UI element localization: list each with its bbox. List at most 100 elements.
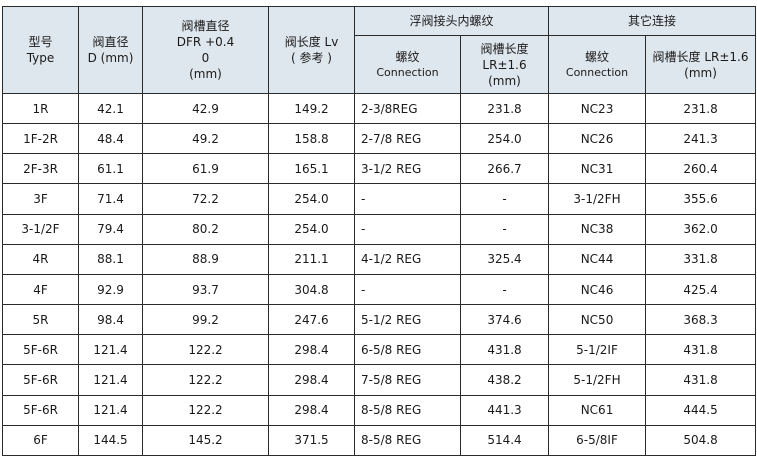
cell-other-connection: NC26 [548,123,647,155]
cell-type: 3F [2,183,79,215]
table-row: 1R 42.1 42.9 149.2 2-3/8REG 231.8 NC23 231.8 [2,92,757,125]
cell-float-connection: 8-5/8 REG [354,424,461,457]
header-diameter: 阀直径 D (mm) [78,6,143,94]
cell-groove-diameter: 88.9 [142,243,269,275]
cell-other-connection: NC46 [548,273,647,306]
table-row: 2F-3R 61.1 61.9 165.1 3-1/2 REG 266.7 NC31 260.… [2,153,757,185]
cell-groove-diameter: 93.7 [142,273,269,306]
cell-other-connection: 5-1/2IF [548,334,647,366]
cell-other-connection: NC23 [548,92,647,125]
cell-diameter: 121.4 [78,334,143,366]
cell-valve-length: 298.4 [268,364,355,396]
cell-diameter: 79.4 [78,213,143,245]
cell-type: 5F-6R [2,364,79,396]
cell-other-length: 425.4 [645,273,757,306]
cell-float-connection: - [354,183,461,215]
table-body: 1R 42.1 42.9 149.2 2-3/8REG 231.8 NC23 231.8 1F-… [2,92,757,457]
table-row: 4F 92.9 93.7 304.8- - NC46 425.4 [2,273,757,306]
cell-float-length: 438.2 [459,364,550,396]
cell-groove-diameter: 99.2 [142,304,269,336]
cell-diameter: 92.9 [78,273,143,306]
table-row: 3-1/2F 79.4 80.2 254.0- - NC38 362.0 [2,213,757,245]
cell-float-connection: 2-7/8 REG [354,123,461,155]
table-row: 6F 144.5 145.2 371.5 8-5/8 REG 514.4 6-5/8IF 50… [2,424,757,457]
cell-other-connection: NC61 [548,394,647,426]
cell-diameter: 88.1 [78,243,143,275]
cell-type: 3-1/2F [2,213,79,245]
cell-float-length: 231.8 [459,92,550,125]
cell-type: 1R [2,92,79,125]
cell-valve-length: 298.4 [268,394,355,426]
cell-valve-length: 304.8 [268,273,355,306]
cell-other-connection: NC38 [548,213,647,245]
cell-valve-length: 371.5 [268,424,355,457]
cell-float-connection: 7-5/8 REG [354,364,461,396]
cell-groove-diameter: 42.9 [142,92,269,125]
table-row: 5R 98.4 99.2 247.6 5-1/2 REG 374.6 NC50 368.3 [2,304,757,336]
cell-float-length: - [459,213,550,245]
header-other-group: 其它连接 [548,6,757,36]
header-float-length: 阀槽长度 LR±1.6 (mm) [459,35,550,94]
header-row-1: 型号 Type 阀直径 D (mm) 阀槽直径 DFR +0.4 0 (mm) … [2,6,757,94]
cell-other-length: 444.5 [645,394,757,426]
cell-diameter: 98.4 [78,304,143,336]
table-row: 4R 88.1 88.9 211.1 4-1/2 REG 325.4 NC44 331.8 [2,243,757,275]
table-row: 3F 71.4 72.2 254.0- -3-1/2FH 355.6 [2,183,757,215]
header-other-length: 阀槽长度 LR±1.6 (mm) [645,35,757,94]
cell-other-connection: NC50 [548,304,647,336]
header-groove-diameter: 阀槽直径 DFR +0.4 0 (mm) [142,6,269,94]
header-valve-length: 阀长度 Lv ( 参考 ) [268,6,355,94]
cell-diameter: 42.1 [78,92,143,125]
header-float-connection: 螺纹 Connection [354,35,461,94]
cell-type: 5F-6R [2,394,79,426]
header-other-connection: 螺纹 Connection [548,35,647,94]
cell-float-length: 325.4 [459,243,550,275]
cell-other-length: 241.3 [645,123,757,155]
cell-diameter: 121.4 [78,364,143,396]
cell-groove-diameter: 145.2 [142,424,269,457]
cell-valve-length: 254.0 [268,183,355,215]
cell-float-connection: 4-1/2 REG [354,243,461,275]
cell-float-length: 374.6 [459,304,550,336]
cell-other-length: 260.4 [645,153,757,185]
cell-float-connection: 3-1/2 REG [354,153,461,185]
header-float-group: 浮阀接头内螺纹 [353,6,550,36]
cell-type: 5F-6R [2,334,79,366]
cell-float-length: 431.8 [459,334,550,366]
header-row-2: 螺纹 Connection 阀槽长度 LR±1.6 (mm) 螺纹 Connec… [3,35,757,94]
cell-float-length: - [459,273,550,306]
cell-type: 4R [2,243,79,275]
table-row: 5F-6R 121.4 122.2 298.4 8-5/8 REG 441.3 NC61 44… [2,394,757,426]
cell-diameter: 61.1 [78,153,143,185]
cell-other-connection: NC44 [548,243,647,275]
cell-float-connection: 2-3/8REG [354,92,461,125]
cell-valve-length: 247.6 [268,304,355,336]
cell-type: 6F [2,424,79,457]
cell-float-connection: - [354,273,461,306]
cell-groove-diameter: 72.2 [142,183,269,215]
cell-groove-diameter: 122.2 [142,394,269,426]
table-row: 5F-6R 121.4 122.2 298.4 6-5/8 REG 431.8 5-1/2I… [2,334,757,366]
cell-valve-length: 254.0 [268,213,355,245]
cell-other-length: 431.8 [645,334,757,366]
cell-groove-diameter: 80.2 [142,213,269,245]
cell-other-connection: 6-5/8IF [548,424,647,457]
cell-other-connection: 5-1/2FH [548,364,647,396]
cell-other-length: 231.8 [645,92,757,125]
cell-float-length: 514.4 [459,424,550,457]
table-row: 1F-2R 48.4 49.2 158.8 2-7/8 REG 254.0 NC26 241.… [2,123,757,155]
cell-float-length: - [459,183,550,215]
cell-other-length: 368.3 [645,304,757,336]
cell-float-length: 254.0 [459,123,550,155]
cell-groove-diameter: 122.2 [142,334,269,366]
cell-other-length: 362.0 [645,213,757,245]
cell-float-connection: - [354,213,461,245]
cell-groove-diameter: 122.2 [142,364,269,396]
cell-groove-diameter: 61.9 [142,153,269,185]
cell-float-connection: 8-5/8 REG [354,394,461,426]
cell-type: 2F-3R [2,153,79,185]
valve-spec-table: 型号 Type 阀直径 D (mm) 阀槽直径 DFR +0.4 0 (mm) … [2,6,757,457]
cell-valve-length: 165.1 [268,153,355,185]
cell-other-connection: 3-1/2FH [548,183,647,215]
cell-valve-length: 211.1 [268,243,355,275]
